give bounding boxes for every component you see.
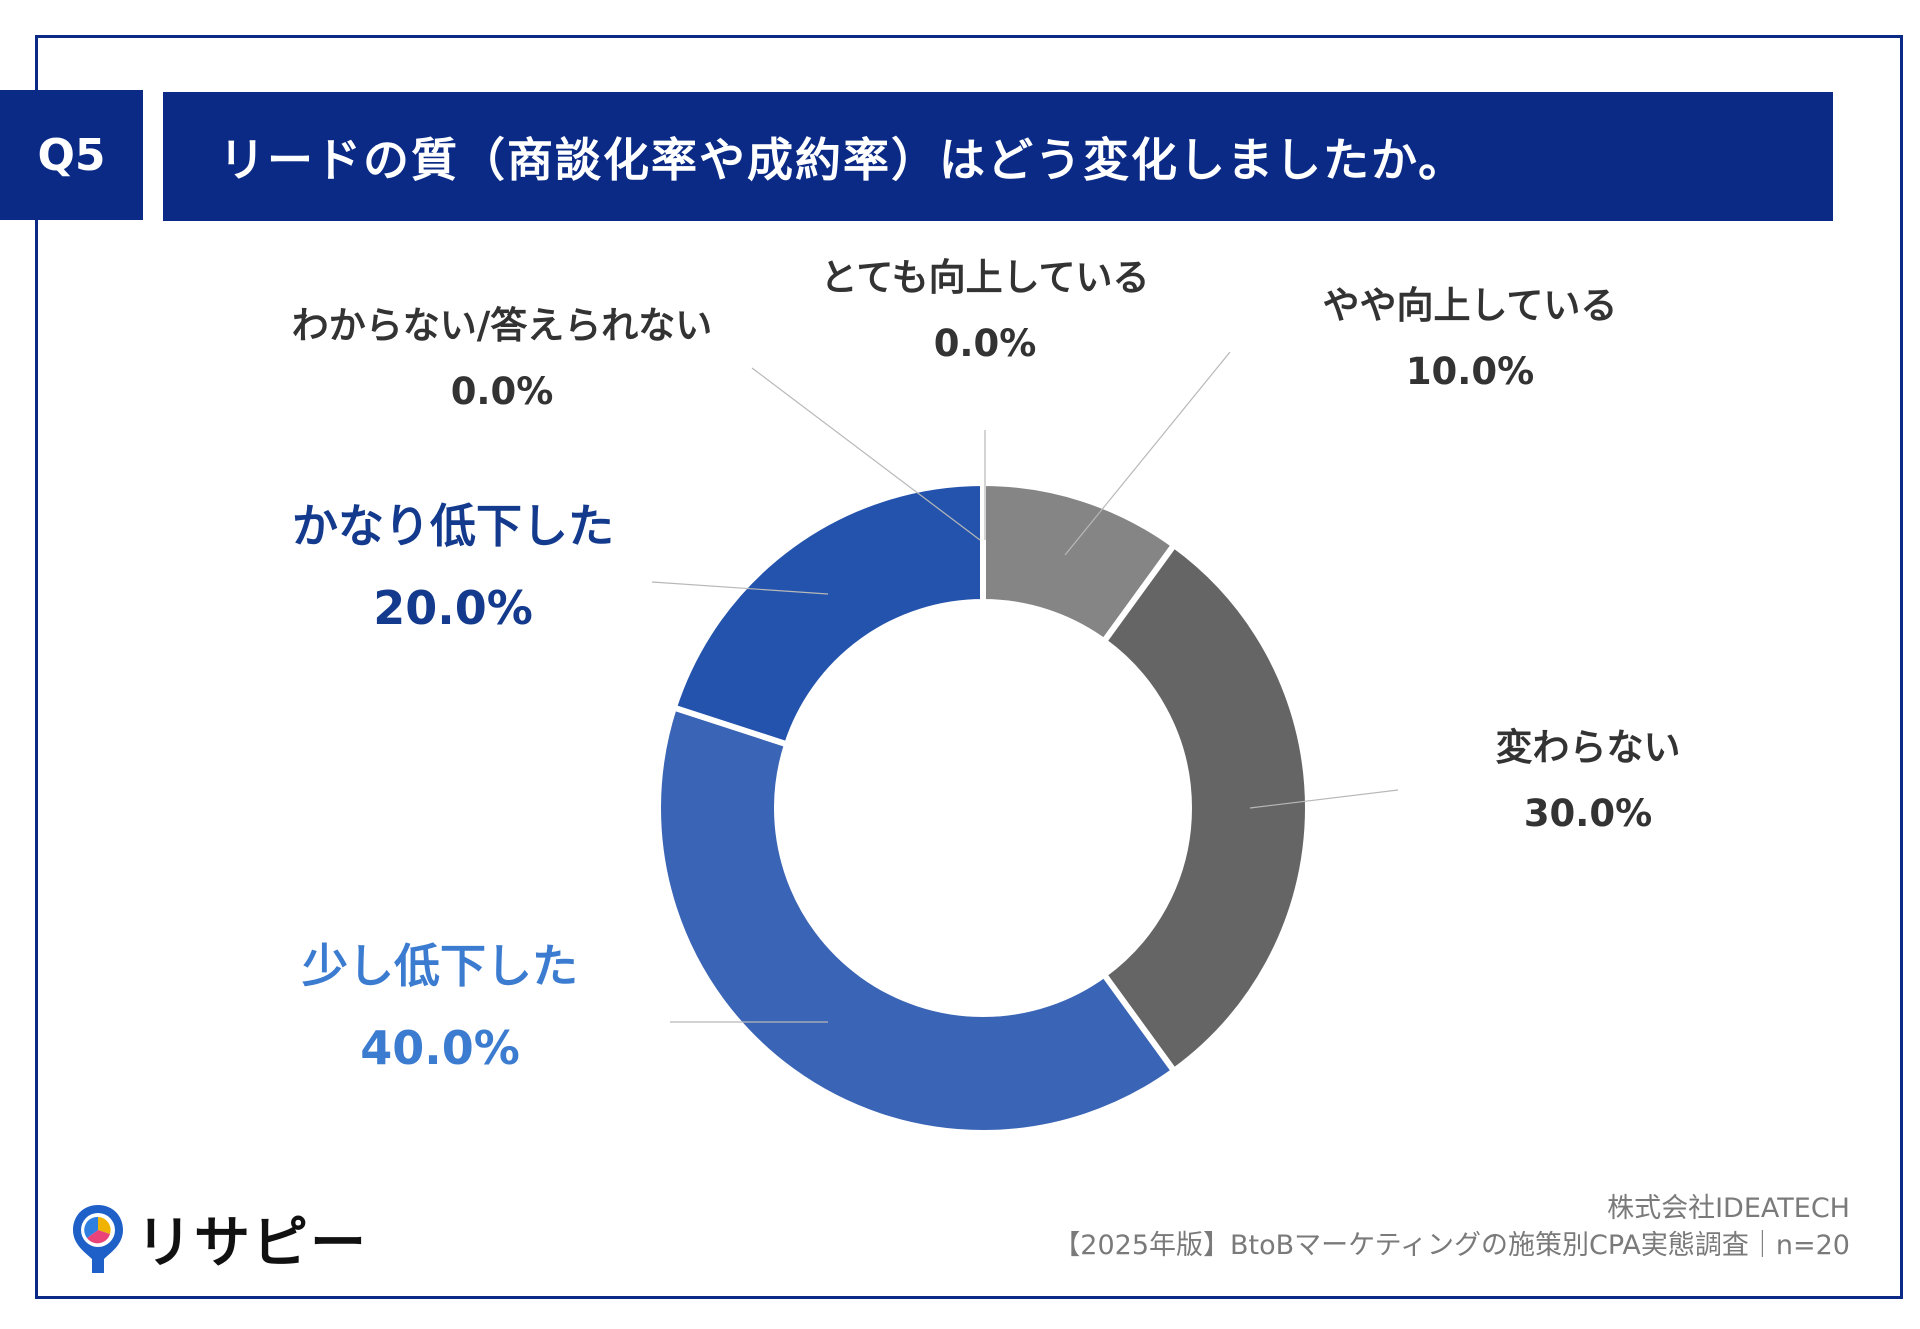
slice-value-5: 0.0% [451,370,554,413]
slice-value-4: 20.0% [373,581,533,635]
leader-line-5 [751,367,981,541]
donut-slice-4 [670,479,986,749]
slice-value-3: 40.0% [360,1021,520,1075]
slice-label-3: 少し低下した [302,939,578,993]
brand-logo: リサピー [70,1198,368,1279]
donut-slice-2 [1099,540,1311,1076]
donut-slice-3 [655,703,1179,1136]
slice-value-2: 30.0% [1524,792,1652,835]
slice-label-1: やや向上している [1323,284,1618,327]
slice-value-1: 10.0% [1406,350,1534,393]
question-badge: Q5 [0,90,143,220]
footer-company: 株式会社IDEATECH [1607,1193,1850,1224]
logo-pin-icon [73,1204,123,1273]
data-labels: とても向上している 0.0% やや向上している 10.0% 変わらない 30.0% 少し低下… [292,256,1681,1075]
slice-label-0: とても向上している [821,256,1150,299]
footer: 株式会社IDEATECH 【2025年版】BtoBマーケティングの施策別CPA実… [1053,1190,1850,1264]
footer-survey: 【2025年版】BtoBマーケティングの施策別CPA実態調査｜n=20 [1053,1230,1850,1261]
slice-label-5: わからない/答えられない [292,304,713,347]
leader-line-1 [1064,351,1231,556]
donut-slices [655,479,1311,1136]
slice-label-2: 変わらない [1496,726,1681,769]
slide-frame [35,35,1903,1299]
leader-lines [651,351,1399,1023]
leader-line-4 [651,581,829,595]
logo-text: リサピー [136,1211,368,1276]
slice-label-4: かなり低下した [292,499,614,553]
question-title: リードの質（商談化率や成約率）はどう変化しましたか。 [163,92,1833,221]
leader-line-2 [1249,789,1399,809]
slice-value-0: 0.0% [934,322,1037,365]
